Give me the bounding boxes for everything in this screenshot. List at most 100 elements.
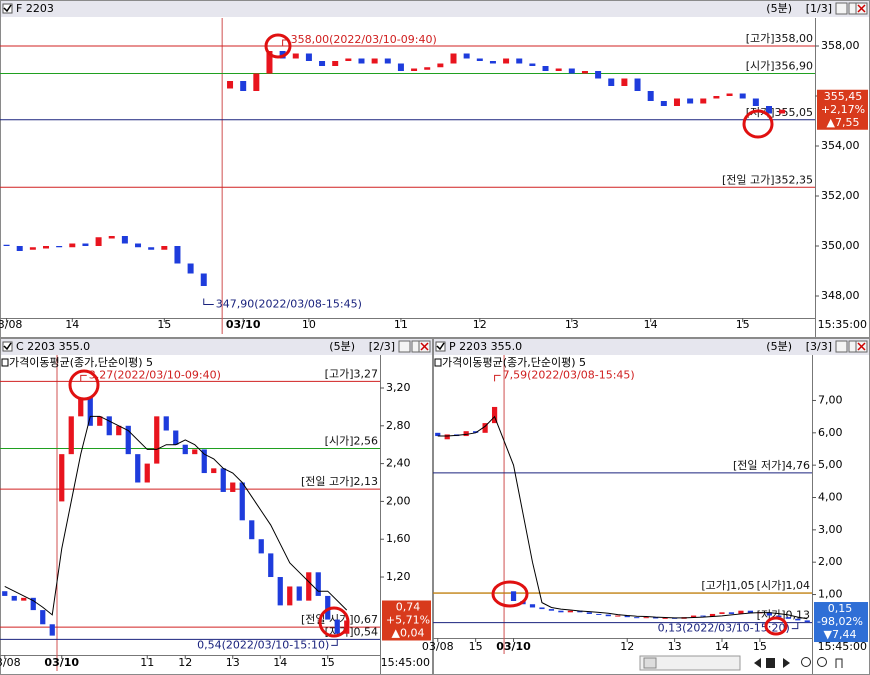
candle: [586, 612, 592, 614]
y-tick-label: 6,00: [818, 426, 843, 439]
candle: [463, 431, 469, 437]
candle: [305, 53, 312, 61]
candle: [634, 78, 641, 91]
candle: [568, 68, 575, 74]
candle: [653, 617, 659, 619]
x-tick-label: 14: [273, 656, 287, 669]
checkbox[interactable]: [2, 341, 13, 352]
candle: [161, 246, 168, 250]
ma-legend: 가격이동평균(종가,단순이평) 5: [442, 356, 586, 369]
candle: [709, 613, 716, 617]
x-tick-label: 03/08: [0, 656, 21, 669]
candle: [40, 610, 46, 625]
plot: 1,20 1,60 2,00 2,40 2,80 3,20 03/08 03/10 11 12 13…: [0, 355, 411, 674]
candle: [239, 482, 245, 521]
ma-legend-box: [434, 358, 442, 367]
last-price-price: 0,15: [828, 602, 853, 615]
candle: [306, 572, 312, 601]
candle: [211, 468, 217, 474]
candle: [542, 66, 549, 71]
candle: [463, 53, 470, 59]
x-tick-label: 15: [736, 318, 750, 331]
candle: [108, 236, 115, 239]
moving-average: [4, 415, 348, 616]
candle: [296, 586, 302, 601]
checkbox[interactable]: [435, 341, 446, 352]
x-tick-label: 13: [565, 318, 579, 331]
x-tick-label: 12: [178, 656, 192, 669]
candle: [747, 610, 754, 614]
period: (5분): [766, 340, 792, 353]
period: (5분): [329, 340, 355, 353]
candle: [187, 263, 194, 274]
candle: [411, 68, 418, 71]
candle: [491, 406, 498, 424]
candle: [106, 416, 112, 436]
window-button[interactable]: [835, 340, 848, 353]
candle: [154, 416, 160, 464]
window-button[interactable]: [398, 340, 411, 353]
candle: [315, 572, 321, 596]
last-price-price: 0,74: [396, 601, 421, 614]
candle: [424, 67, 431, 70]
candle: [371, 58, 378, 64]
y-tick-label: 354,00: [821, 139, 860, 152]
candle: [647, 91, 654, 101]
price-level-label: [시가]356,90: [746, 60, 813, 73]
candle: [258, 539, 264, 554]
title-bar: [1, 1, 869, 17]
page-indicator: [3/3]: [806, 340, 832, 353]
ma-legend: 가격이동평균(종가,단순이평) 5: [9, 356, 153, 369]
candle: [795, 618, 801, 621]
candle: [738, 610, 744, 614]
price-level-label: [고가]1,05: [701, 579, 754, 592]
last-price-change: +5,71%: [386, 614, 430, 627]
candle: [249, 520, 255, 540]
annotation-label: 347,90(2022/03/08-15:45): [216, 298, 362, 311]
candle: [634, 617, 640, 619]
price-level-label: [전일 저가]4,76: [733, 458, 810, 472]
price-level-label: [시가]1,04: [757, 579, 810, 592]
candle: [785, 617, 791, 619]
candle: [268, 553, 274, 578]
last-price-change: +2,17%: [821, 103, 865, 116]
x-tick-label: 03/10: [44, 656, 79, 669]
candle: [163, 416, 169, 431]
candle: [144, 463, 150, 483]
y-tick-label: 5,00: [818, 458, 843, 471]
checkbox-tick: [3, 4, 12, 13]
candle: [435, 432, 441, 437]
candle: [30, 597, 36, 611]
checkbox[interactable]: [2, 3, 13, 14]
candle: [97, 416, 103, 426]
y-tick-label: 7,00: [818, 393, 843, 406]
plot: 1,00 2,00 3,00 4,00 5,00 6,00 7,00 03/08 15 03/10…: [422, 355, 843, 674]
candle: [615, 615, 621, 617]
candle: [539, 607, 545, 610]
candle: [739, 93, 746, 99]
candle: [192, 449, 198, 455]
annotation-label: 7,59(2022/03/08-15:45): [503, 368, 635, 381]
candle: [87, 397, 93, 426]
last-price-change: -98,02%: [817, 615, 863, 628]
candle: [605, 614, 611, 617]
candle: [397, 63, 404, 71]
candle: [68, 416, 74, 455]
y-tick-label: 3,20: [386, 381, 411, 394]
candle: [660, 101, 667, 106]
window-title: C 2203 355.0: [16, 340, 90, 353]
last-price-diff: ▲7,55: [827, 116, 860, 129]
candle: [116, 425, 122, 436]
x-tick-label: 12: [620, 640, 634, 653]
candle: [673, 98, 680, 106]
window-button[interactable]: [835, 2, 848, 15]
x-tick-label: 14: [644, 318, 658, 331]
candle: [700, 615, 706, 617]
candle: [21, 597, 27, 601]
x-tick-label: 14: [65, 318, 79, 331]
candle: [253, 73, 260, 91]
title-bar: [1, 339, 432, 355]
candle: [56, 246, 63, 248]
y-tick-label: 358,00: [821, 39, 860, 52]
last-price-box: [382, 600, 431, 641]
